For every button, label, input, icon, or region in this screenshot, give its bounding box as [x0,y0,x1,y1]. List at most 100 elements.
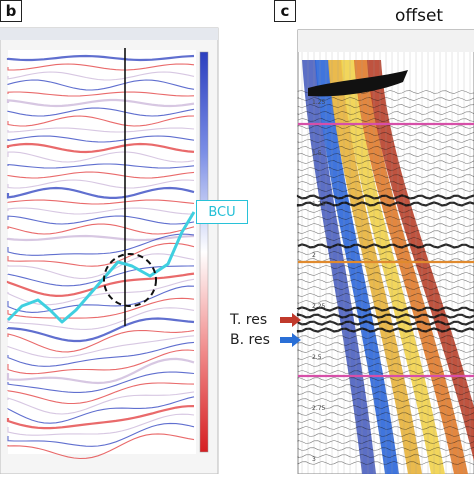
section-area [8,50,196,454]
reflector [7,135,195,143]
trace [297,398,474,402]
trace [297,111,474,116]
time-tick-label: 1.5 [312,150,322,157]
panel-b-letter: b [0,0,22,22]
trace [297,412,474,416]
reflector [7,253,195,279]
trace [297,132,474,136]
trace [297,230,474,234]
amplitude-colorbar [199,51,209,453]
trace [297,447,474,451]
time-tick-label: 2.75 [312,405,326,412]
trace [297,104,474,108]
trace [297,391,474,395]
trace [296,194,474,200]
trace [297,426,474,430]
gather-header [298,30,474,52]
reflector [7,396,195,424]
time-axis: 1.25 1.5 1.75 2 2.25 2.5 2.75 3 [312,99,326,463]
bcu-label: BCU [196,200,248,224]
trace [297,384,474,388]
trace [296,201,474,207]
velocity-band [367,60,474,462]
trace [297,237,474,242]
reflector [7,107,195,117]
trace [297,223,474,227]
trace [297,439,474,444]
reflector [6,317,195,343]
reflector [6,98,195,108]
trace [297,376,474,381]
trace [297,349,474,353]
reflector [7,433,195,460]
trace [297,454,474,458]
trace [297,188,474,192]
reflector [7,422,195,447]
panel-c-letter: c [274,0,296,22]
trace [297,293,474,297]
velocity-band [328,60,422,474]
reflector [7,199,195,205]
reflector [7,223,195,235]
trace [297,97,474,101]
window-titlebar [0,28,218,40]
trace [296,306,474,312]
reflector [7,71,195,81]
reflector [7,115,195,127]
offset-title: offset [395,6,444,26]
reflector [7,297,195,319]
trace [297,279,474,283]
time-tick-label: 1.25 [312,99,326,106]
reflector [6,357,195,385]
velocity-band [354,60,468,474]
trace [297,258,474,262]
trace [296,327,474,333]
trace [297,356,474,360]
reflector [6,186,195,199]
first-break-event [308,70,408,97]
annotation-arrow [280,333,301,347]
reflector [7,413,195,436]
trace [297,251,474,255]
reflector [7,215,195,225]
reflector [7,163,195,169]
trace [297,167,474,171]
reflector [7,207,195,215]
reflector [7,285,195,313]
bcu-horizon-line [6,211,196,324]
time-tick-label: 2 [312,252,316,259]
trace [296,320,474,326]
trace [297,146,474,150]
trace [297,265,474,269]
reflector-events [6,54,195,460]
b-res-label: B. res [230,332,270,348]
reflector [7,79,195,91]
time-tick-label: 1.75 [312,201,326,208]
reflector [7,371,195,393]
trace [297,461,474,465]
time-tick-label: 2.25 [312,303,326,310]
trace [297,300,474,305]
trace [297,272,474,276]
time-tick-label: 3 [312,456,316,463]
reflector [7,151,195,163]
trace [297,174,474,179]
trace [296,312,474,319]
reflector [6,234,195,242]
reflector [7,307,195,330]
gather-c: 1.25 1.5 1.75 2 2.25 2.5 2.75 3 [296,29,474,475]
reflector [7,329,195,353]
trace [297,216,474,220]
reflector [7,63,195,71]
reflector [7,171,195,179]
trace [297,405,474,409]
trace [297,125,474,129]
trace [297,433,474,437]
reflector [6,272,195,298]
reflector [7,179,195,189]
trace [297,363,474,368]
trace [297,419,474,423]
reflector [7,91,195,97]
reflector [7,391,195,415]
trace [297,335,474,339]
